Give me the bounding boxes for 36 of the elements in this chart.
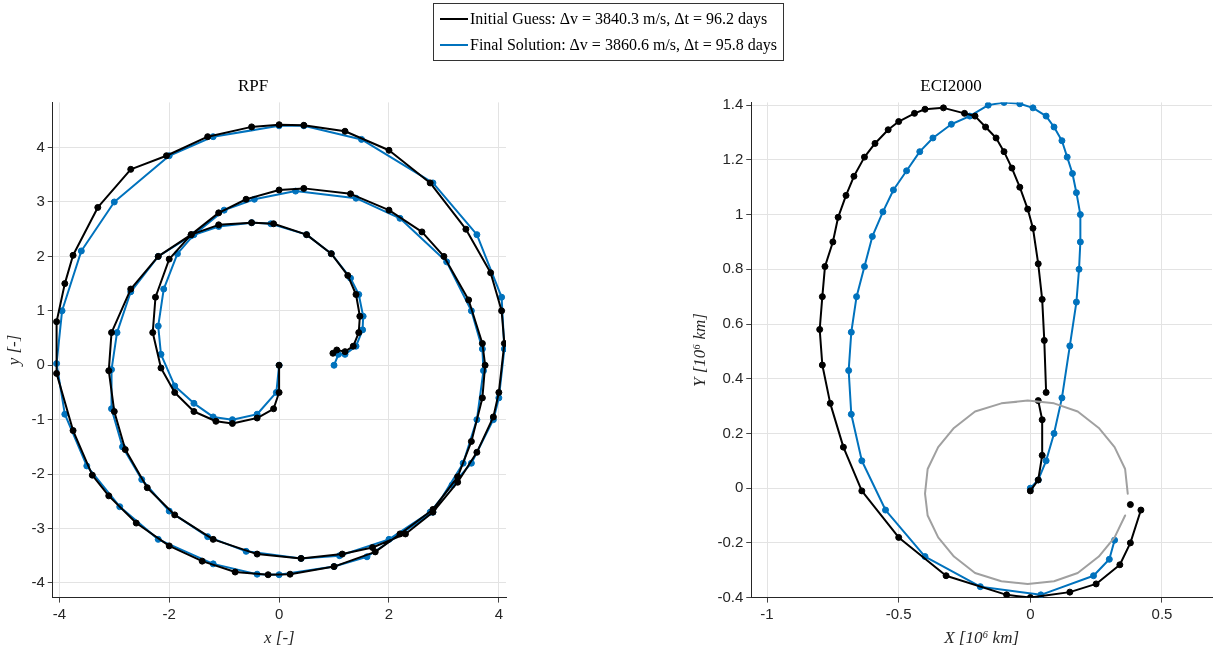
x-axis-title: X [10⁶ km] (943, 628, 1020, 648)
y-tick-label: 2 (36, 246, 45, 264)
y-tick-label: 3 (36, 192, 45, 210)
y-tick-label: 0.4 (722, 368, 744, 386)
y-axis-title: Y [10⁶ km] (689, 313, 709, 387)
y-tick-label: -0.4 (717, 587, 744, 605)
chart-title: RPF (237, 75, 269, 95)
y-axis-title: y [-] (3, 334, 23, 368)
y-tick-label: -1 (31, 409, 45, 427)
x-tick-label: -0.5 (885, 604, 912, 622)
y-tick-label: 0 (36, 355, 45, 373)
x-tick-label: -4 (52, 604, 66, 622)
y-tick-label: -4 (31, 573, 45, 591)
y-tick-label: 1 (36, 300, 45, 318)
y-tick-label: 0.6 (722, 314, 744, 332)
x-axis-title: x [-] (263, 628, 295, 648)
x-tick-label: 0 (1026, 604, 1035, 622)
y-tick-label: -3 (31, 518, 45, 536)
y-tick-label: 1.2 (722, 149, 744, 167)
y-tick-label: 0.8 (722, 259, 744, 277)
x-tick-label: 2 (384, 604, 394, 622)
x-tick-label: 0.5 (1151, 604, 1173, 622)
y-tick-label: 4 (36, 137, 45, 155)
y-tick-label: 1.4 (722, 95, 744, 113)
x-tick-label: -2 (162, 604, 176, 622)
x-tick-label: 0 (274, 604, 284, 622)
legend-label: Final Solution: Δv = 3860.6 m/s, Δt = 95.8 days (470, 36, 778, 54)
y-tick-label: 1 (734, 204, 744, 222)
legend-label: Initial Guess: Δv = 3840.3 m/s, Δt = 96.2 days (470, 10, 768, 28)
y-tick-label: -0.2 (717, 533, 744, 551)
y-tick-label: -2 (31, 464, 45, 482)
y-tick-label: 0 (734, 478, 744, 496)
x-tick-label: -1 (760, 604, 774, 622)
x-tick-label: 4 (494, 604, 504, 622)
y-tick-label: 0.2 (722, 423, 744, 441)
chart-title: ECI2000 (920, 75, 982, 95)
